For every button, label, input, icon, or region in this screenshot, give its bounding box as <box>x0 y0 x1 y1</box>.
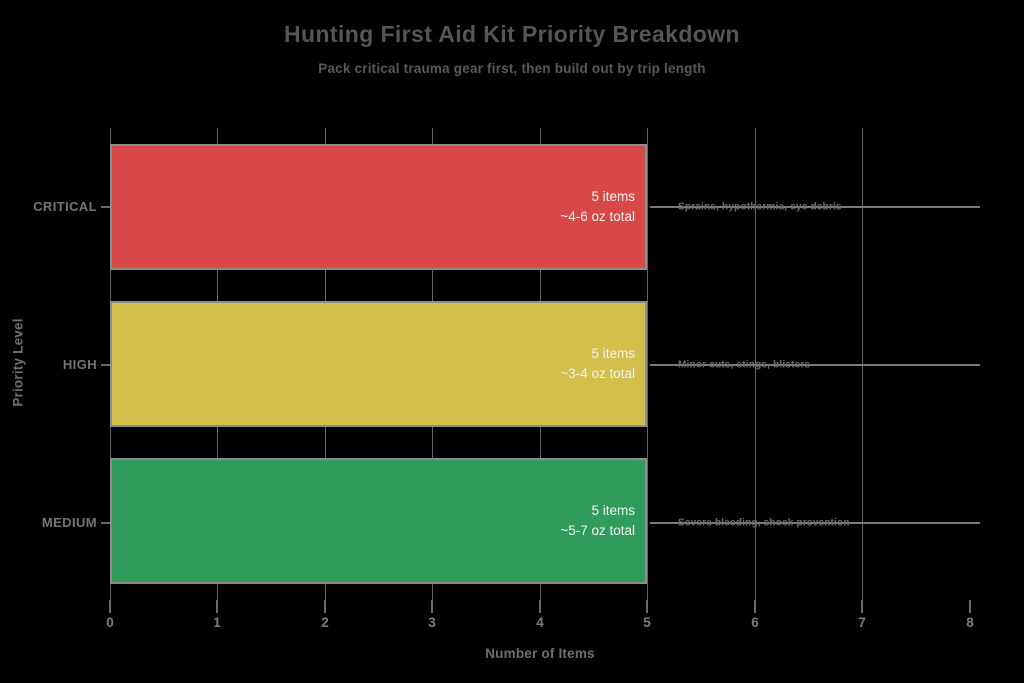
bar-high-weight: ~3-4 oz total <box>560 366 635 381</box>
x-tick-0 <box>109 600 111 613</box>
y-tick-label-medium: MEDIUM <box>41 515 97 530</box>
x-tick-label-4: 4 <box>536 615 544 630</box>
bar-critical-items: 5 items <box>591 188 635 204</box>
x-tick-label-5: 5 <box>643 615 651 630</box>
chart-subtitle: Pack critical trauma gear first, then bu… <box>318 61 706 76</box>
x-tick-label-1: 1 <box>213 615 221 630</box>
y-tick-label-critical: CRITICAL <box>33 199 97 214</box>
y-tick-high <box>101 364 110 366</box>
y-axis-title: Priority Level <box>10 318 26 407</box>
x-tick-1 <box>216 600 218 613</box>
bar-critical: 5 items ~4-6 oz total <box>110 144 647 270</box>
bar-high: 5 items ~3-4 oz total <box>110 301 647 427</box>
y-tick-label-high: HIGH <box>62 357 97 372</box>
annotation-text-high: Minor cuts, stings, blisters <box>678 359 811 371</box>
bar-high-items: 5 items <box>591 345 635 361</box>
x-tick-label-6: 6 <box>751 615 759 630</box>
x-tick-label-7: 7 <box>858 615 866 630</box>
y-tick-medium <box>101 522 110 524</box>
chart-title: Hunting First Aid Kit Priority Breakdown <box>284 21 740 47</box>
x-tick-3 <box>431 600 433 613</box>
plot-area: 5 items ~4-6 oz total 5 items ~3-4 oz to… <box>110 128 980 600</box>
annotation-line-high <box>650 364 980 366</box>
gridline-5 <box>647 128 648 600</box>
bar-critical-weight: ~4-6 oz total <box>560 209 635 224</box>
bar-medium: 5 items ~5-7 oz total <box>110 458 647 584</box>
bar-label-critical: 5 items ~4-6 oz total <box>560 187 645 228</box>
x-tick-5 <box>646 600 648 613</box>
annotation-text-critical: Sprains, hypothermia, eye debris <box>678 201 842 213</box>
x-tick-label-8: 8 <box>966 615 974 630</box>
annotation-line-medium <box>650 522 980 524</box>
annotation-text-medium: Severe bleeding, shock prevention <box>678 517 850 529</box>
x-tick-2 <box>324 600 326 613</box>
bar-medium-weight: ~5-7 oz total <box>560 523 635 538</box>
bar-medium-items: 5 items <box>591 502 635 518</box>
x-tick-label-3: 3 <box>428 615 436 630</box>
x-axis-title: Number of Items <box>485 646 595 661</box>
x-tick-6 <box>754 600 756 613</box>
x-tick-label-2: 2 <box>321 615 329 630</box>
x-tick-4 <box>539 600 541 613</box>
bar-label-medium: 5 items ~5-7 oz total <box>560 501 645 542</box>
annotation-line-critical <box>650 206 980 208</box>
y-tick-critical <box>101 206 110 208</box>
x-tick-8 <box>969 600 971 613</box>
x-tick-label-0: 0 <box>106 615 114 630</box>
x-tick-7 <box>861 600 863 613</box>
bar-label-high: 5 items ~3-4 oz total <box>560 344 645 385</box>
